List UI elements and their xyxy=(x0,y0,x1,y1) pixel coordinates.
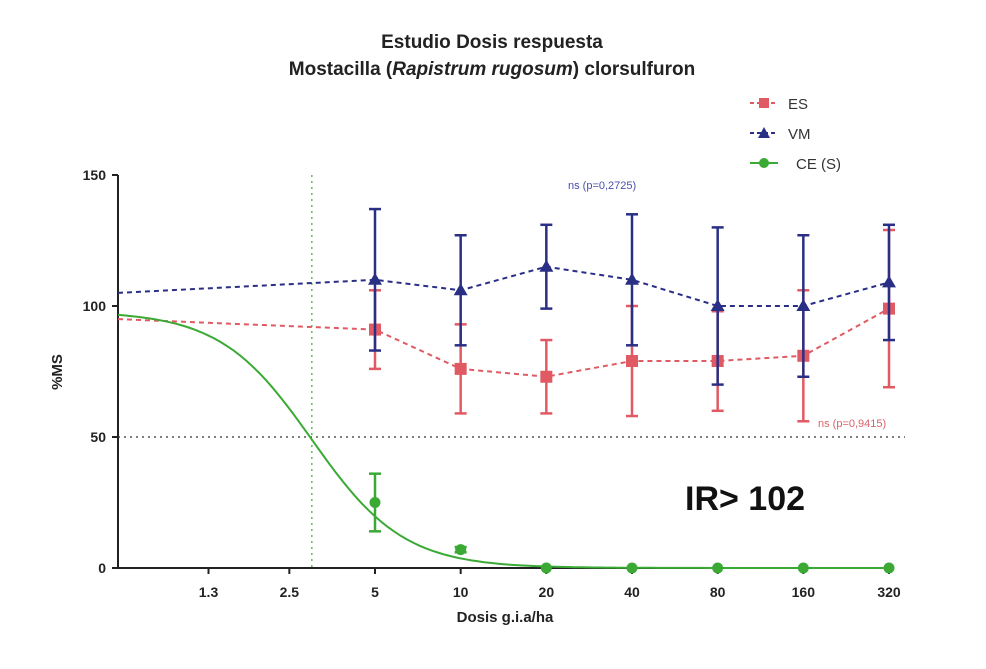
reference-lines xyxy=(118,175,905,568)
ir-label: IR> 102 xyxy=(685,480,805,518)
x-tick-label: 320 xyxy=(877,584,901,600)
series-line xyxy=(117,265,890,307)
legend-es-label: ES xyxy=(788,96,808,113)
data-point xyxy=(368,272,382,285)
legend-vm-marker xyxy=(758,127,770,138)
data-point xyxy=(454,362,467,375)
legend-item-ce: CE (S) xyxy=(750,156,841,173)
x-tick-label: 80 xyxy=(710,584,726,600)
data-point xyxy=(626,562,638,574)
data-point xyxy=(455,544,467,556)
data-point xyxy=(626,355,638,368)
legend-ce-marker xyxy=(759,158,769,168)
data-point xyxy=(712,562,724,574)
x-tick-label: 160 xyxy=(792,584,816,600)
legend-item-vm: VM xyxy=(750,126,811,143)
data-point xyxy=(883,562,895,574)
legend-ce-label: CE (S) xyxy=(796,156,841,173)
chart-title-part-b: ) clorsulfuron xyxy=(573,59,695,80)
legend-item-es: ES xyxy=(750,96,808,113)
data-point xyxy=(797,562,809,574)
y-tick-label: 150 xyxy=(83,167,107,183)
data-point xyxy=(625,272,639,285)
legend-vm-label: VM xyxy=(788,126,811,143)
data-point xyxy=(540,562,552,574)
x-tick-label: 1.3 xyxy=(199,584,219,600)
series-line xyxy=(117,307,890,378)
axes: 0 50 100 150 1.3 2.5 5 10 20 40 80 160 320 xyxy=(83,167,901,600)
chart-title-species: Rapistrum rugosum xyxy=(392,59,573,80)
x-axis-label: Dosis g.i.a/ha xyxy=(457,609,554,626)
data-point xyxy=(539,259,554,272)
y-axis-label: %MS xyxy=(49,354,66,390)
series-fit-curve xyxy=(117,313,889,569)
vm-significance-note: ns (p=0,2725) xyxy=(568,180,636,192)
data-point xyxy=(540,370,553,383)
y-tick-label: 100 xyxy=(83,298,107,314)
series-0 xyxy=(117,228,895,423)
data-point xyxy=(796,299,811,311)
chart-title-part-a: Mostacilla ( xyxy=(289,59,393,80)
x-tick-label: 20 xyxy=(539,584,555,600)
es-significance-note: ns (p=0,9415) xyxy=(818,418,886,430)
series-1 xyxy=(117,207,896,386)
series-2 xyxy=(117,313,895,574)
y-tick-label: 0 xyxy=(98,560,106,576)
chart-title-line-1: Estudio Dosis respuesta xyxy=(381,32,603,53)
x-tick-label: 2.5 xyxy=(280,584,300,600)
plot-area xyxy=(117,207,896,574)
y-tick-label: 50 xyxy=(90,429,106,445)
x-tick-label: 10 xyxy=(453,584,469,600)
legend-es-marker xyxy=(759,98,769,108)
data-point xyxy=(369,497,381,508)
x-tick-label: 5 xyxy=(371,584,379,600)
data-point xyxy=(453,283,468,296)
chart-title-line-2: Mostacilla (Rapistrum rugosum) clorsulfu… xyxy=(289,59,695,80)
x-tick-label: 40 xyxy=(624,584,640,600)
legend: ES VM CE (S) xyxy=(750,96,841,173)
data-point xyxy=(882,275,896,288)
data-point xyxy=(710,299,725,311)
